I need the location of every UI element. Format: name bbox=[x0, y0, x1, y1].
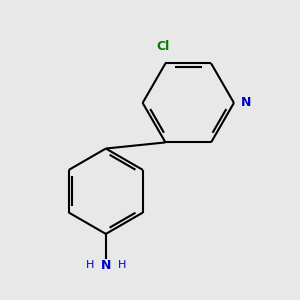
Text: N: N bbox=[100, 259, 111, 272]
Text: Cl: Cl bbox=[156, 40, 169, 53]
Text: H: H bbox=[86, 260, 94, 270]
Text: N: N bbox=[241, 96, 252, 110]
Text: H: H bbox=[118, 260, 126, 270]
